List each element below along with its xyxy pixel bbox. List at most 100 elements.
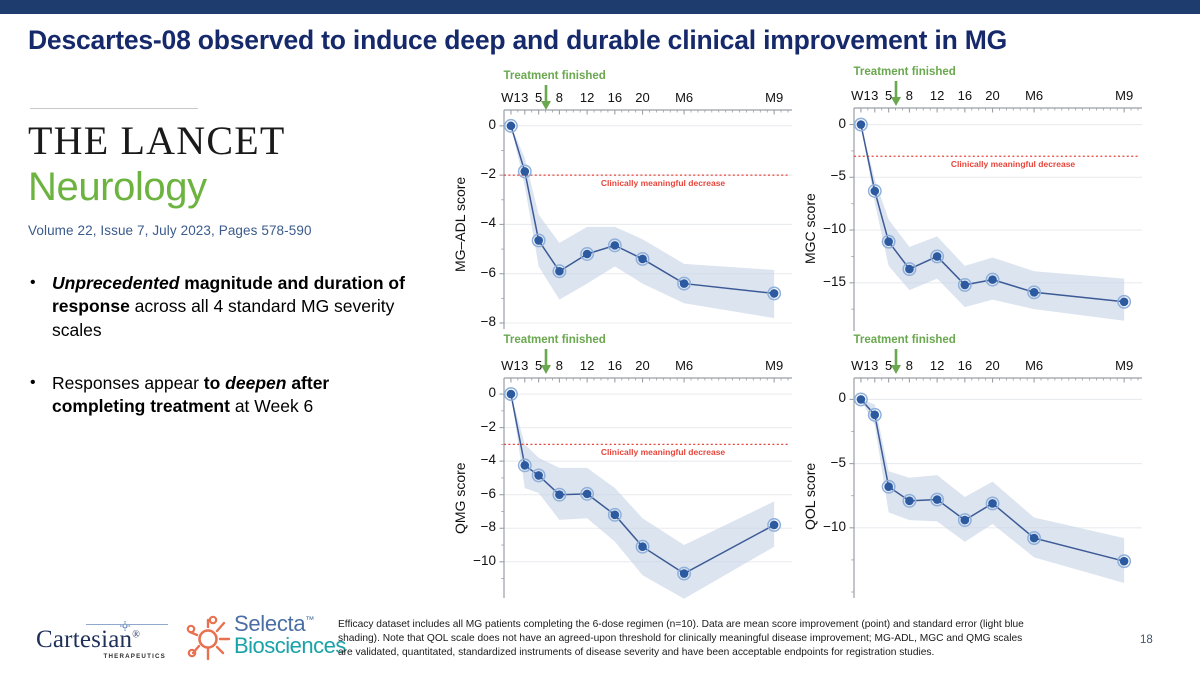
error-band (510, 125, 775, 319)
data-point-halo (881, 479, 896, 494)
x-tick-label: 20 (635, 90, 650, 105)
y-tick-label: −2 (480, 166, 496, 182)
x-tick-label: 16 (607, 90, 623, 105)
error-band (860, 124, 1125, 321)
data-point (932, 495, 942, 504)
data-point (506, 121, 516, 131)
x-tick-label: 5 (535, 90, 543, 105)
chart-canvas (499, 377, 792, 599)
data-point (960, 515, 970, 525)
data-point (638, 542, 647, 552)
bullet-strong: magnitude and duration of response (52, 273, 405, 317)
data-point-halo (930, 492, 945, 507)
bullet-plain: Responses appear (52, 372, 204, 393)
journal-logo: THE LANCET Neurology Volume 22, Issue 7,… (28, 118, 428, 239)
y-tick-label: −10 (823, 518, 846, 534)
y-tick-label: −10 (473, 552, 496, 568)
page-title: Descartes-08 observed to induce deep and… (28, 25, 1008, 55)
data-point-halo (1027, 531, 1042, 546)
x-tick-label: M6 (675, 358, 694, 373)
page-number: 18 (1140, 634, 1153, 646)
data-point (679, 279, 689, 288)
trademark-mark: ™ (305, 614, 314, 625)
data-point (856, 120, 866, 129)
data-point (1119, 556, 1129, 566)
data-point-halo (957, 513, 972, 528)
data-point (856, 395, 866, 404)
chart-mg-adl: W1 3 5 8 12 16 20 M6 M9 0 −2 −4 −6 −8 MG–ADL score Clin… (452, 70, 800, 335)
data-point-halo (517, 164, 532, 179)
data-point-halo (853, 117, 868, 132)
bullet-list: • Unprecedented magnitude and duration o… (30, 272, 420, 448)
x-tick-label: 5 (535, 358, 543, 373)
data-point (555, 490, 564, 500)
registered-mark: ® (132, 629, 141, 641)
treatment-finished-label: Treatment finished (853, 334, 956, 346)
x-tick-label: 8 (555, 358, 564, 373)
y-tick-label: 0 (838, 115, 846, 131)
footnote: Efficacy dataset includes all MG patient… (338, 619, 1024, 659)
data-point-halo (1117, 294, 1132, 309)
bullet-marker: • (30, 373, 36, 391)
data-point-halo (531, 468, 546, 483)
data-point (1119, 297, 1129, 307)
data-point (582, 489, 592, 499)
y-axis-label: MG–ADL score (452, 176, 468, 272)
cartesian-logo: Cartesian® THERAPEUTICS (36, 620, 168, 660)
treatment-finished-label: Treatment finished (503, 334, 606, 346)
data-point-halo (503, 118, 518, 133)
title-divider (30, 108, 198, 109)
x-tick-label: M9 (765, 358, 784, 373)
x-tick-label: 8 (905, 358, 914, 373)
data-point (555, 266, 564, 276)
data-point-halo (767, 286, 782, 301)
x-tick-label: 8 (905, 88, 914, 103)
x-tick-label: 5 (885, 88, 893, 103)
x-tick-label: M9 (1115, 358, 1134, 373)
chart-canvas (849, 377, 1142, 598)
data-point (506, 389, 516, 399)
selecta-wordmark-line2: Biosciences (234, 633, 346, 659)
data-point (638, 254, 647, 264)
data-point (610, 241, 620, 250)
bullet-strong: after completing treatment (52, 372, 330, 417)
data-point (534, 236, 543, 245)
x-tick-label: 12 (929, 88, 945, 103)
selecta-logo: Selecta™ Biosciences (186, 611, 346, 661)
bullet-plain: at Week 6 (229, 396, 314, 417)
bullet-emphasis: deepen (225, 372, 287, 393)
bullet-text: Unprecedented magnitude and duration of … (52, 272, 420, 342)
error-band (860, 399, 1125, 584)
data-point-halo (580, 247, 595, 261)
data-point-halo (867, 184, 882, 198)
data-point-halo (517, 458, 532, 473)
y-axis-label: QOL score (802, 462, 818, 530)
data-point (520, 167, 530, 176)
x-tick-label: W1 (501, 358, 521, 373)
bullet-marker: • (30, 274, 36, 291)
data-point (534, 471, 543, 480)
chart-canvas (849, 107, 1142, 331)
chart-mgc: W1 3 5 8 12 16 20 M6 M9 0 −5 −10 −15 MGC score Clinica… (798, 66, 1150, 335)
x-tick-label: W1 (851, 88, 871, 103)
y-tick-label: −6 (480, 264, 496, 280)
threshold-label: Clinically meaningful decrease (600, 178, 726, 189)
data-point (1029, 287, 1039, 297)
selecta-wordmark-line1: Selecta™ (234, 611, 314, 636)
chart-qol: W1 3 5 8 12 16 20 M6 M9 0 −5 −10 QOL score Treatment … (798, 334, 1150, 606)
threshold-label: Clinically meaningful decrease (600, 447, 726, 458)
data-point-halo (552, 487, 567, 502)
treatment-finished-label: Treatment finished (503, 70, 606, 82)
x-tick-label: 12 (579, 358, 595, 373)
journal-name-main: THE LANCET (28, 118, 286, 163)
data-point-halo (1027, 285, 1042, 300)
data-point-halo (531, 233, 546, 248)
y-axis-label: MGC score (802, 192, 818, 264)
error-band (510, 394, 775, 599)
x-tick-label: M9 (1115, 88, 1134, 103)
data-point-halo (580, 486, 595, 501)
data-point (905, 264, 914, 274)
x-tick-label: 16 (957, 88, 973, 103)
data-point (679, 569, 689, 578)
data-point (884, 237, 893, 246)
